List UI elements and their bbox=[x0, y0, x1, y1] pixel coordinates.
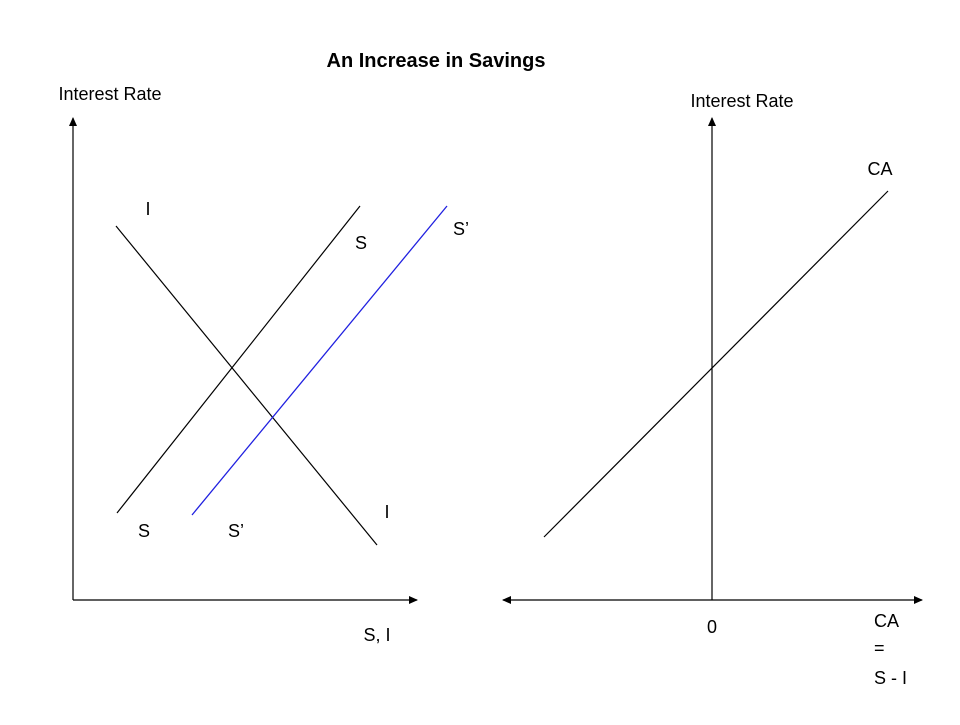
savings-curve bbox=[116, 205, 361, 514]
new-savings-label-top: S’ bbox=[453, 219, 469, 239]
new-savings-label-bottom: S’ bbox=[228, 521, 244, 541]
savings-label-top: S bbox=[355, 233, 367, 253]
left-x-axis-label: S, I bbox=[363, 625, 390, 645]
right-x-axis-label-line1: CA bbox=[874, 611, 899, 631]
current-account-curve bbox=[543, 190, 889, 538]
right-x-axis-label-line2: = bbox=[874, 638, 885, 658]
investment-curve bbox=[115, 225, 378, 546]
diagram-title: An Increase in Savings bbox=[327, 50, 546, 72]
right-panel: Interest Rate CA 0 CA = S - I bbox=[502, 91, 923, 688]
current-account-curve-label: CA bbox=[867, 159, 892, 179]
left-panel: Interest Rate S, I I I S S S’ S’ bbox=[58, 84, 469, 645]
investment-label-bottom: I bbox=[384, 502, 389, 522]
left-y-axis-label: Interest Rate bbox=[58, 84, 161, 104]
savings-label-bottom: S bbox=[138, 521, 150, 541]
origin-label: 0 bbox=[707, 617, 717, 637]
new-savings-curve bbox=[191, 205, 448, 516]
investment-label-top: I bbox=[145, 199, 150, 219]
right-y-axis-label: Interest Rate bbox=[690, 91, 793, 111]
right-x-axis-label-line3: S - I bbox=[874, 668, 907, 688]
